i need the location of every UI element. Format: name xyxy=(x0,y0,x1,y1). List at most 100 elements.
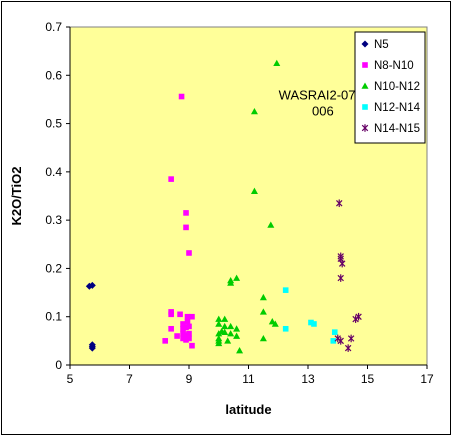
y-tick-label: 0.6 xyxy=(45,68,62,82)
data-point xyxy=(221,328,229,335)
data-point xyxy=(168,325,174,332)
data-point xyxy=(224,337,232,344)
data-point xyxy=(233,332,241,339)
x-tick-label: 17 xyxy=(420,372,434,386)
data-point xyxy=(311,321,317,327)
data-point xyxy=(215,320,223,327)
data-point xyxy=(162,338,168,344)
data-point xyxy=(236,347,244,354)
series-n10-n12 xyxy=(215,59,281,354)
x-tick-label: 5 xyxy=(67,372,74,386)
series-n14-n15 xyxy=(334,199,362,352)
data-point xyxy=(183,332,189,338)
data-point xyxy=(168,176,174,182)
data-point xyxy=(168,309,174,315)
data-point xyxy=(183,324,189,331)
data-point xyxy=(180,321,186,327)
y-tick-label: 0.1 xyxy=(45,310,62,324)
data-point xyxy=(180,325,186,332)
data-point xyxy=(186,335,192,342)
series-n8-n10 xyxy=(162,93,195,349)
y-tick-label: 0.3 xyxy=(45,213,62,227)
data-point xyxy=(227,330,235,337)
data-point xyxy=(177,311,183,318)
data-point xyxy=(183,337,189,343)
x-tick-label: 13 xyxy=(301,372,315,386)
data-point xyxy=(221,315,229,322)
data-point xyxy=(282,325,289,332)
data-point xyxy=(273,59,281,67)
series-n5 xyxy=(85,281,96,352)
data-point xyxy=(336,199,343,208)
data-point xyxy=(259,293,267,301)
data-point xyxy=(183,210,189,216)
legend-entry: N12-N14 xyxy=(374,102,421,114)
data-point xyxy=(344,344,352,352)
legend: N5 N8-N10 N10-N12 N12-N14 N14-N15 xyxy=(354,31,426,144)
x-tick-label: 9 xyxy=(186,372,193,386)
data-point xyxy=(221,322,229,330)
data-point xyxy=(271,320,279,327)
data-point xyxy=(308,319,314,326)
data-point xyxy=(347,334,355,343)
data-point xyxy=(184,313,191,320)
data-point xyxy=(180,335,186,342)
data-point xyxy=(250,108,258,115)
data-point xyxy=(186,323,192,330)
data-point xyxy=(215,315,223,322)
y-axis-ticks: 0 0.1 0.2 0.3 0.4 0.5 0.6 0.7 xyxy=(45,20,71,372)
data-point xyxy=(189,313,195,320)
legend-marker xyxy=(362,104,368,110)
legend-entry: N14-N15 xyxy=(374,123,420,135)
data-point xyxy=(178,93,185,100)
data-point xyxy=(267,221,275,228)
data-point xyxy=(186,330,192,337)
data-point xyxy=(88,281,96,289)
legend-marker xyxy=(361,82,369,89)
x-axis-label: latitude xyxy=(225,402,271,417)
legend-marker xyxy=(361,40,369,48)
data-point xyxy=(352,315,359,323)
data-point xyxy=(183,224,189,231)
data-points xyxy=(85,59,362,354)
y-axis-label: K2O/TiO2 xyxy=(9,166,24,225)
x-tick-label: 15 xyxy=(361,372,375,386)
legend-entry: N5 xyxy=(374,39,389,51)
data-point xyxy=(331,329,338,335)
data-point xyxy=(282,287,289,293)
data-point xyxy=(88,344,96,352)
data-point xyxy=(259,334,267,342)
data-point xyxy=(184,318,191,325)
data-point xyxy=(337,337,344,345)
data-point xyxy=(233,325,241,332)
data-point xyxy=(337,274,344,282)
x-tick-label: 11 xyxy=(242,372,255,386)
y-tick-label: 0.2 xyxy=(45,261,62,275)
data-point xyxy=(189,342,195,349)
data-point xyxy=(227,322,235,330)
data-point xyxy=(180,330,186,337)
series-n12-n14 xyxy=(282,287,338,344)
y-tick-label: 0.7 xyxy=(45,20,62,34)
y-tick-label: 0.5 xyxy=(45,117,62,131)
data-point xyxy=(330,338,337,344)
y-tick-label: 0 xyxy=(55,358,62,372)
legend-entry: N10-N12 xyxy=(374,81,420,93)
data-point xyxy=(174,333,180,339)
data-point xyxy=(186,250,192,256)
x-tick-label: 7 xyxy=(126,372,133,386)
data-point xyxy=(227,279,235,286)
data-point xyxy=(215,339,223,347)
legend-entry: N8-N10 xyxy=(374,60,414,72)
data-point xyxy=(215,330,223,337)
annotation-line-2: 006 xyxy=(312,103,334,118)
annotation-line-1: WASRAI2-078- xyxy=(279,87,367,102)
x-axis-ticks: 5 7 9 11 13 15 17 xyxy=(67,364,434,386)
legend-marker xyxy=(361,124,369,132)
data-point xyxy=(338,259,346,268)
data-point xyxy=(259,308,267,315)
legend-marker xyxy=(362,62,368,68)
data-point xyxy=(250,187,258,194)
data-point xyxy=(233,274,241,281)
